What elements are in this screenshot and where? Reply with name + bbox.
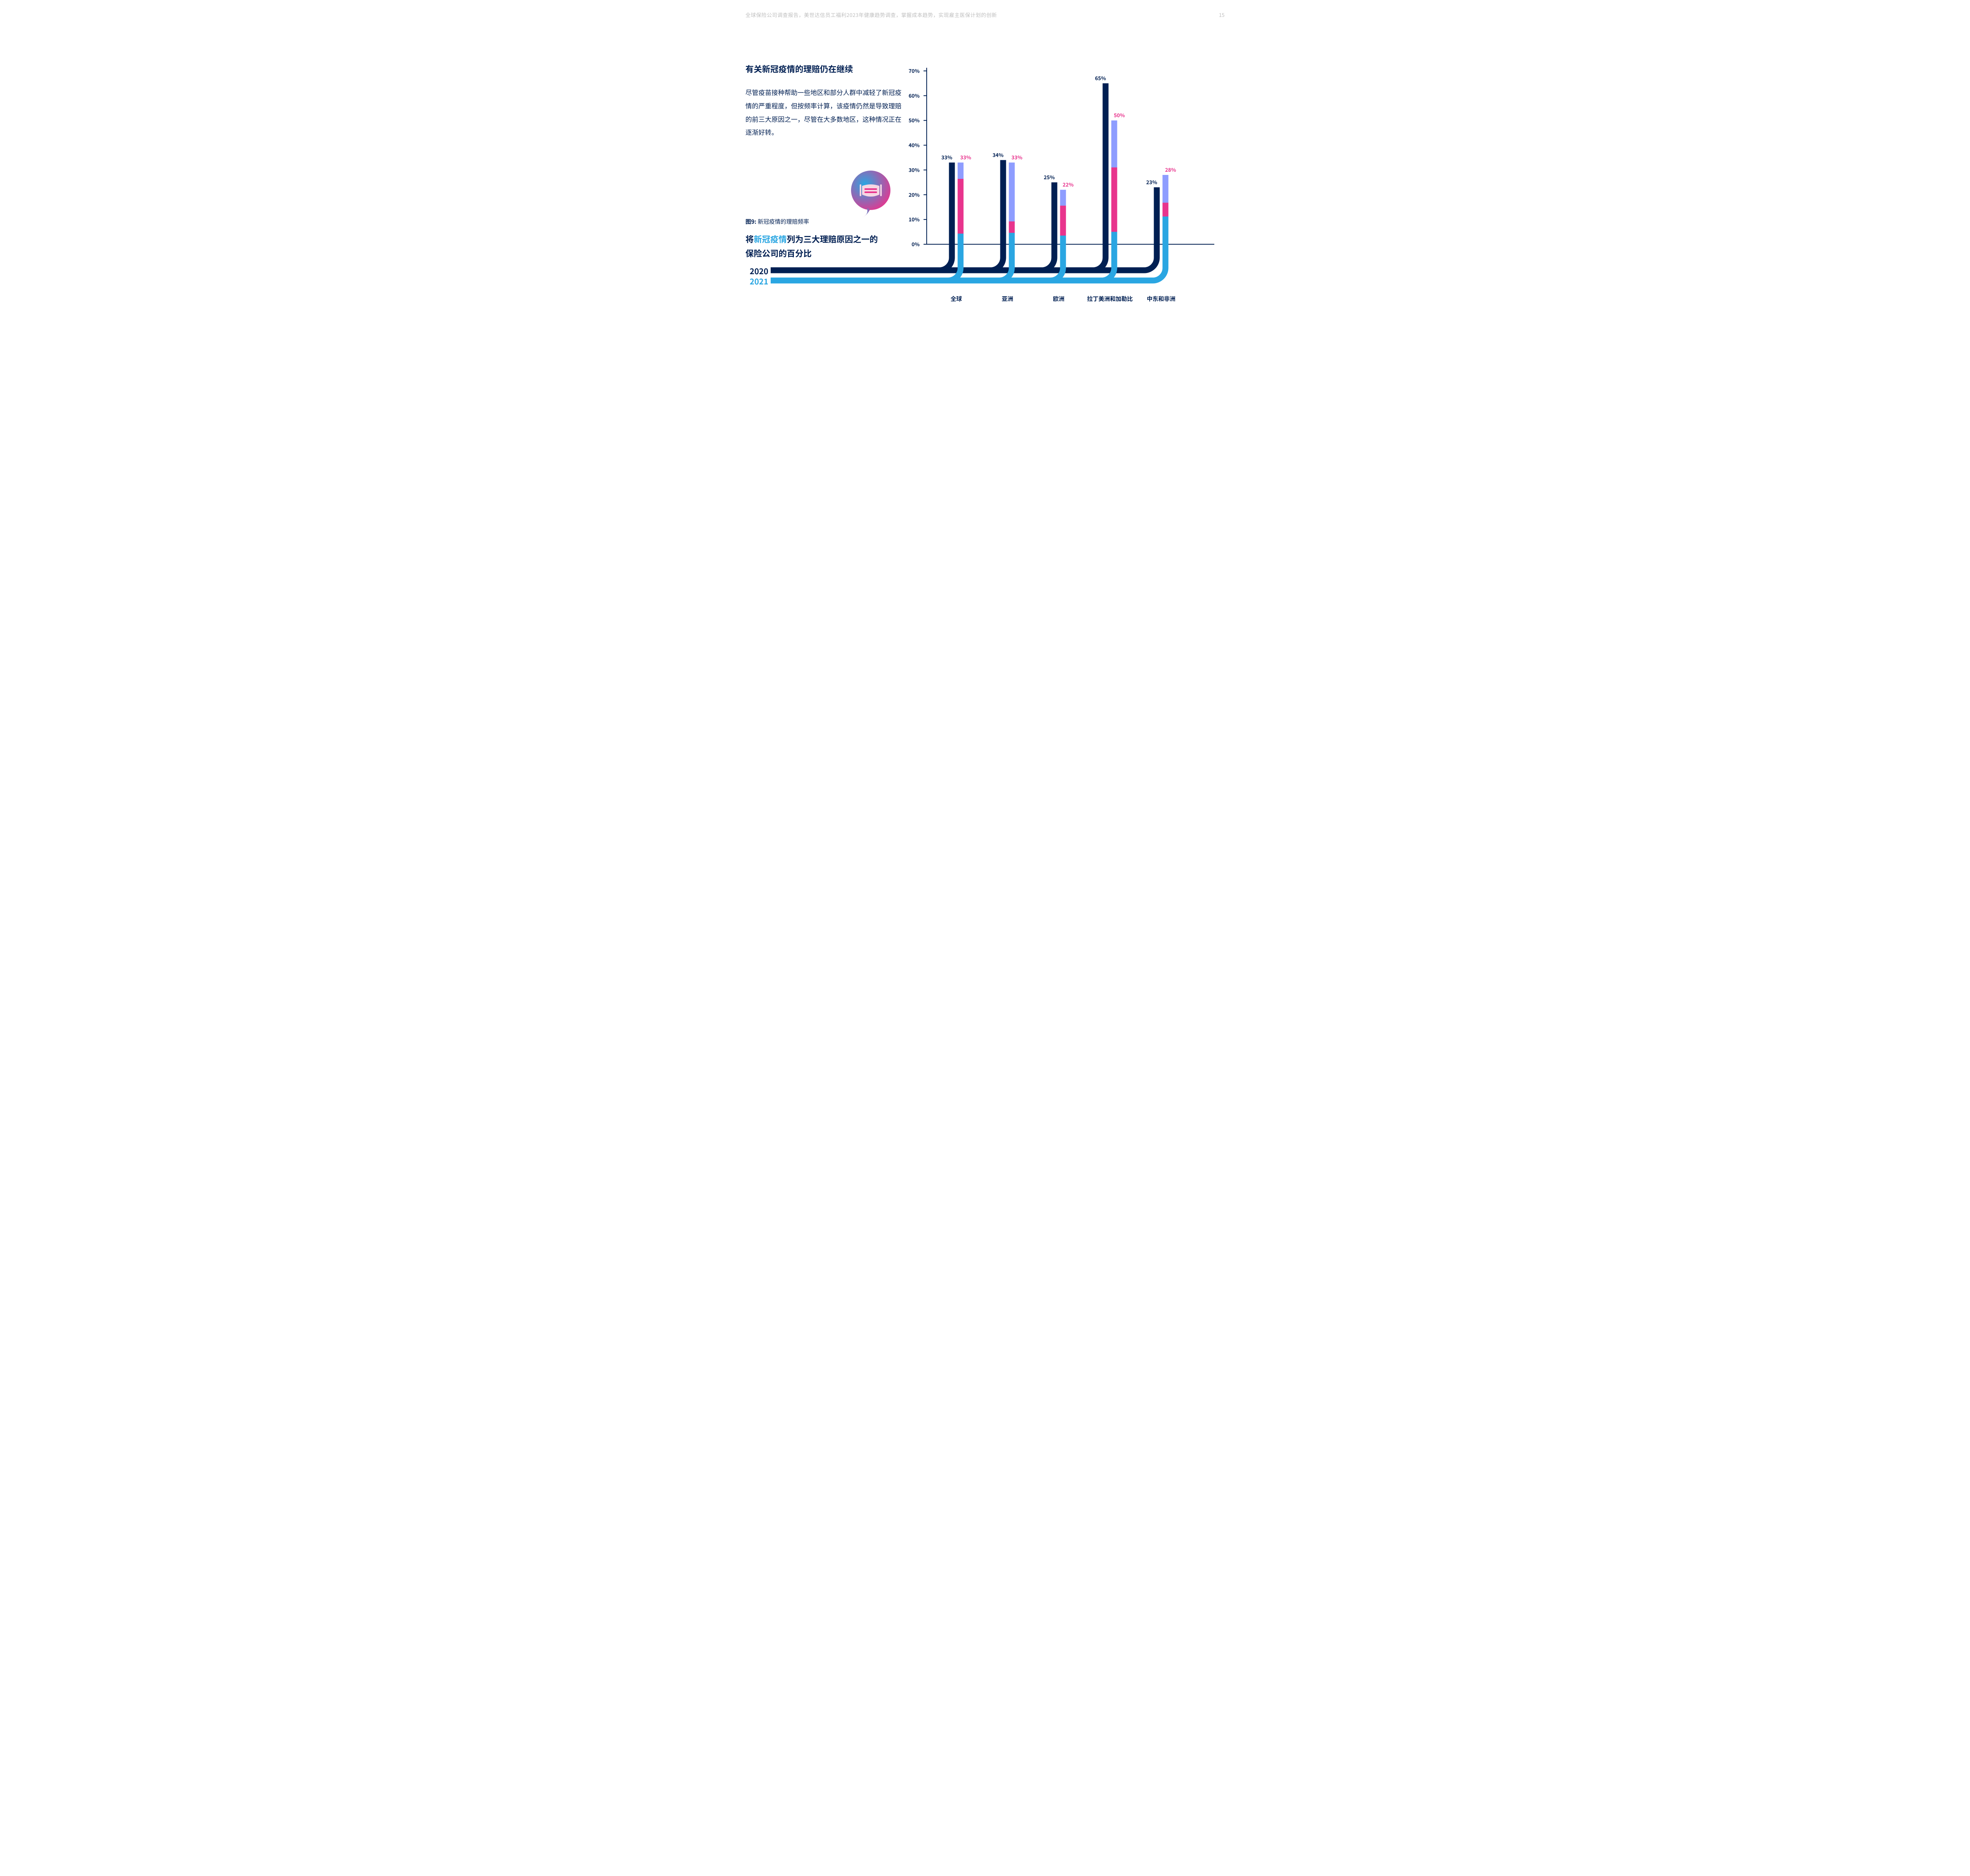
svg-text:50%: 50% [1114,111,1125,119]
category-label: 全球 [951,295,962,303]
svg-text:34%: 34% [992,151,1004,158]
category-label: 欧洲 [1053,295,1065,303]
svg-text:20%: 20% [909,191,920,198]
svg-text:50%: 50% [909,117,920,124]
category-label: 拉丁美洲和加勒比 [1087,295,1133,303]
chart: 0% 10% 20% 30% 40% 50% 60% 70% 33% 34% 25% 65% 23% 33… [722,0,1248,315]
svg-text:28%: 28% [1165,166,1176,173]
svg-text:30%: 30% [909,166,920,173]
page: 全球保险公司调查报告，美世达信员工福利2023年健康趋势调查，掌握成本趋势，实现… [722,0,1248,372]
svg-text:0%: 0% [912,240,920,248]
svg-text:33%: 33% [960,154,971,161]
svg-text:70%: 70% [909,67,920,74]
category-label: 亚洲 [1002,295,1013,303]
svg-text:65%: 65% [1095,74,1106,82]
category-label: 中东和非洲 [1147,295,1176,303]
svg-text:40%: 40% [909,141,920,149]
svg-text:33%: 33% [1011,154,1022,161]
svg-text:10%: 10% [909,215,920,223]
svg-text:60%: 60% [909,92,920,99]
svg-text:22%: 22% [1063,181,1074,188]
svg-text:33%: 33% [941,154,952,161]
svg-text:25%: 25% [1044,173,1055,181]
svg-text:23%: 23% [1146,178,1157,186]
